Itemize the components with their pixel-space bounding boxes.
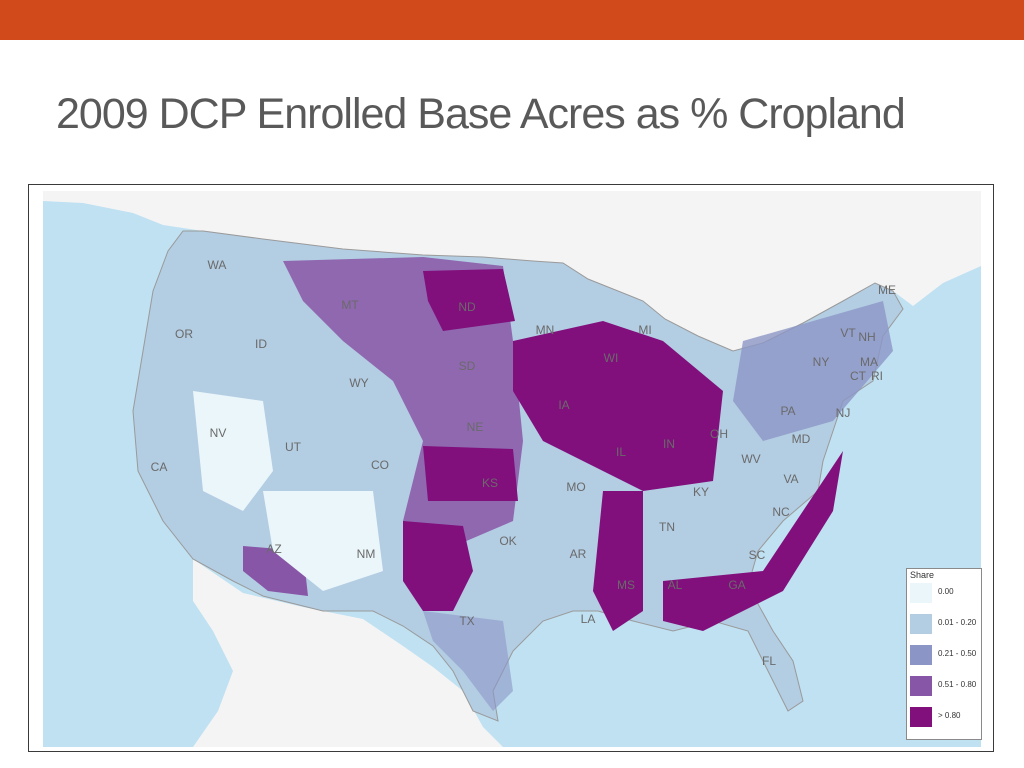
legend-row: 0.00 (910, 583, 980, 603)
legend-swatch (910, 583, 932, 603)
west-region-empty (193, 391, 273, 511)
state-label-tx: TX (459, 614, 474, 628)
state-label-ky: KY (693, 485, 709, 499)
legend-row: 0.51 - 0.80 (910, 676, 980, 696)
cornbelt-region-high (513, 321, 723, 491)
state-label-ok: OK (499, 534, 516, 548)
legend-label: 0.21 - 0.50 (938, 649, 977, 658)
state-label-mo: MO (566, 480, 585, 494)
dakotas-region-high (423, 269, 515, 331)
state-label-oh: OH (710, 427, 728, 441)
legend-swatch (910, 645, 932, 665)
state-label-ar: AR (570, 547, 587, 561)
state-label-ca: CA (151, 460, 168, 474)
northeast-region-medium (733, 301, 893, 441)
state-label-or: OR (175, 327, 193, 341)
state-label-az: AZ (266, 542, 281, 556)
state-label-nj: NJ (836, 406, 851, 420)
state-label-ia: IA (558, 398, 569, 412)
southwest-region-empty (263, 491, 383, 591)
state-label-ks: KS (482, 476, 498, 490)
state-label-wy: WY (349, 376, 368, 390)
legend-row: 0.21 - 0.50 (910, 645, 980, 665)
legend-swatch (910, 676, 932, 696)
state-label-nd: ND (458, 300, 476, 314)
state-label-fl: FL (762, 654, 776, 668)
state-label-wv: WV (741, 452, 760, 466)
state-label-tn: TN (659, 520, 675, 534)
state-label-pa: PA (780, 404, 795, 418)
state-label-nh: NH (858, 330, 875, 344)
state-label-ma: MA (860, 355, 878, 369)
state-label-sc: SC (749, 548, 766, 562)
legend-swatch (910, 707, 932, 727)
kansas-region-high (423, 446, 518, 501)
state-label-mi: MI (638, 323, 651, 337)
southeast-region-high (663, 451, 843, 631)
state-labels: WA OR ID MT ND SD MN WI MI ME VT NH NY M… (151, 258, 896, 668)
texas-region-light (423, 611, 513, 711)
state-label-al: AL (668, 578, 683, 592)
legend-label: 0.51 - 0.80 (938, 680, 977, 689)
state-label-sd: SD (459, 359, 476, 373)
legend-swatch (910, 614, 932, 634)
choropleth-map: WA OR ID MT ND SD MN WI MI ME VT NH NY M… (43, 191, 981, 747)
state-label-wa: WA (208, 258, 227, 272)
state-label-ga: GA (728, 578, 745, 592)
state-label-ct: CT (850, 369, 867, 383)
legend-row: 0.01 - 0.20 (910, 614, 980, 634)
map-frame: WA OR ID MT ND SD MN WI MI ME VT NH NY M… (28, 184, 994, 752)
legend-label: 0.00 (938, 587, 954, 596)
state-label-me: ME (878, 283, 896, 297)
slide-title: 2009 DCP Enrolled Base Acres as % Cropla… (56, 90, 906, 138)
legend-title: Share (910, 570, 935, 580)
state-label-ut: UT (285, 440, 302, 454)
state-label-nv: NV (210, 426, 227, 440)
state-label-va: VA (783, 472, 798, 486)
oklahoma-region-high (403, 521, 473, 611)
state-label-la: LA (581, 612, 596, 626)
state-label-nc: NC (772, 505, 790, 519)
state-label-ri: RI (871, 369, 883, 383)
state-label-ne: NE (467, 420, 484, 434)
state-label-vt: VT (840, 326, 856, 340)
state-label-id: ID (255, 337, 267, 351)
state-label-in: IN (663, 437, 675, 451)
canada-landmass (43, 191, 981, 351)
state-label-ny: NY (813, 355, 830, 369)
share-regions (193, 257, 893, 711)
state-label-mt: MT (341, 298, 359, 312)
state-label-md: MD (792, 432, 811, 446)
state-label-co: CO (371, 458, 389, 472)
legend-label: > 0.80 (938, 711, 961, 720)
state-label-wi: WI (604, 351, 619, 365)
state-label-nm: NM (357, 547, 376, 561)
state-label-ms: MS (617, 578, 635, 592)
delta-region-high (593, 491, 643, 631)
map-legend: Share 0.00 0.01 - 0.20 0.21 - 0.50 0.51 … (906, 568, 982, 740)
mexico-landmass (193, 559, 503, 747)
legend-row: > 0.80 (910, 707, 980, 727)
state-label-il: IL (616, 445, 626, 459)
state-label-mn: MN (536, 323, 555, 337)
legend-label: 0.01 - 0.20 (938, 618, 977, 627)
accent-bar (0, 0, 1024, 40)
